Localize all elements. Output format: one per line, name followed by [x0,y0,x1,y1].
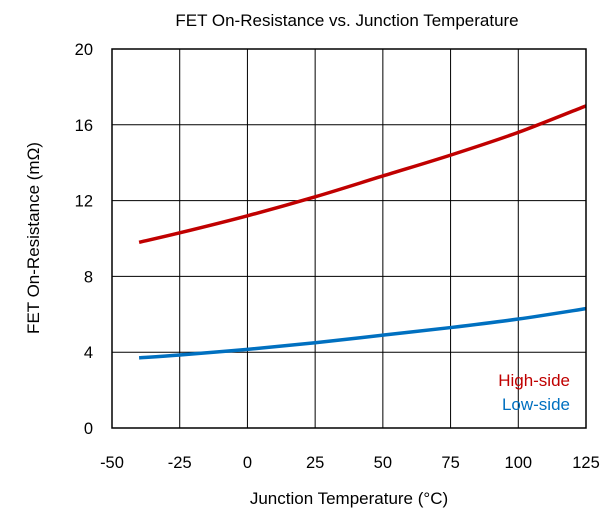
series-line-low-side [138,306,587,360]
series-line-high-side [138,104,587,244]
y-tick-label: 8 [84,268,93,286]
chart-title: FET On-Resistance vs. Junction Temperatu… [175,11,518,30]
legend: High-side Low-side [498,371,570,414]
y-axis-label: FET On-Resistance (mΩ) [24,142,43,334]
x-tick-label: 75 [441,454,459,472]
x-tick-label: 0 [243,454,252,472]
y-tick-label: 12 [75,193,93,211]
x-tick-label: -25 [168,454,192,472]
y-axis-ticks: 0 4 8 12 16 20 [75,41,93,438]
plot-frame [111,48,587,429]
x-tick-label: 100 [505,454,533,472]
y-tick-label: 4 [84,344,93,362]
x-axis-label: Junction Temperature (°C) [250,489,448,508]
x-tick-label: 25 [306,454,324,472]
legend-entry-high-side: High-side [498,371,570,390]
x-tick-label: 50 [374,454,392,472]
y-tick-label: 16 [75,117,93,135]
y-tick-label: 20 [75,41,93,59]
x-tick-label: -50 [100,454,124,472]
y-tick-label: 0 [84,420,93,438]
x-axis-ticks: -50 -25 0 25 50 75 100 125 [100,454,600,472]
series-lines [138,104,587,360]
legend-entry-low-side: Low-side [502,395,570,414]
x-tick-label: 125 [572,454,600,472]
